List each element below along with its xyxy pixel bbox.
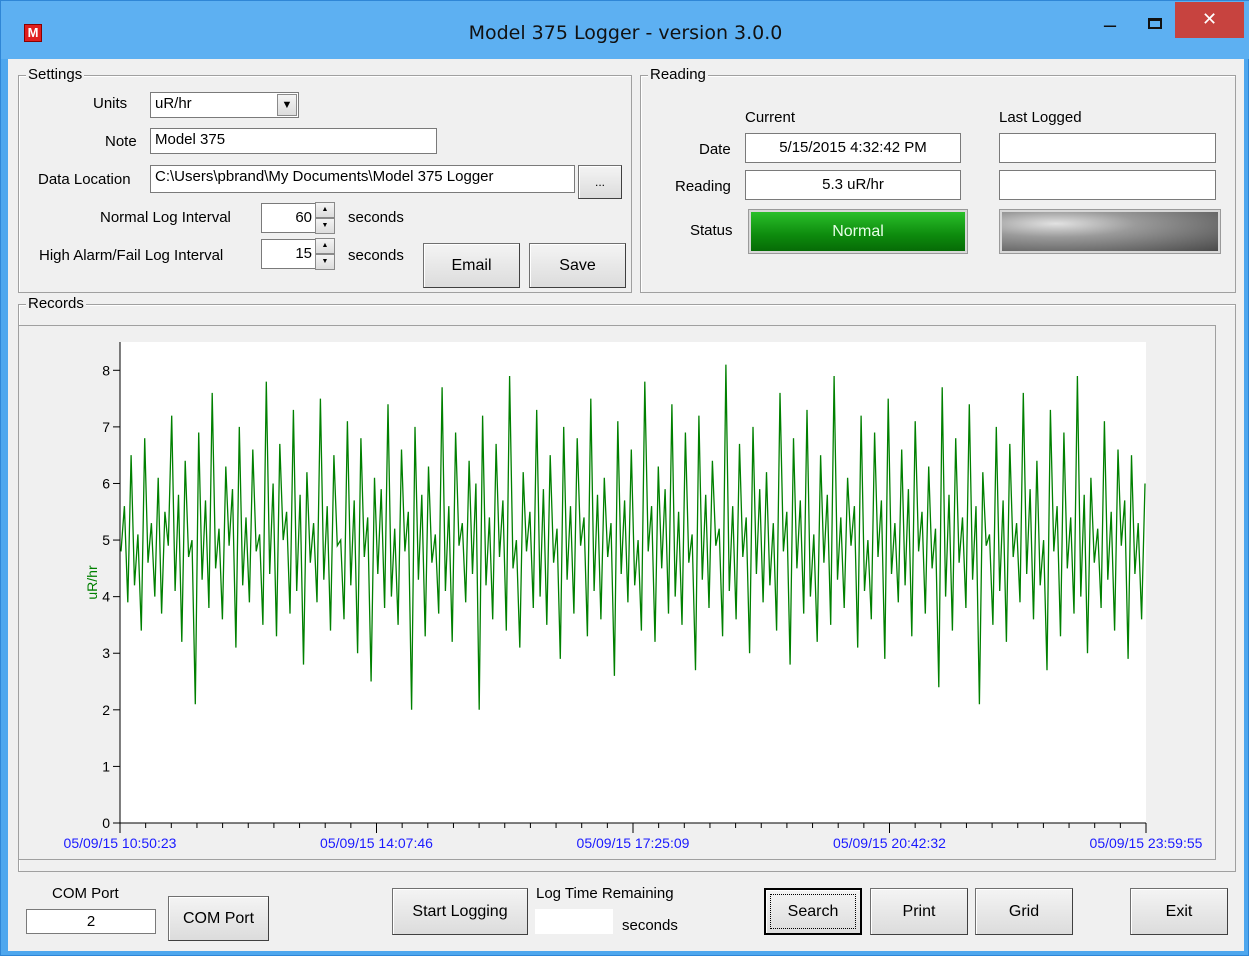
y-axis-label: uR/hr xyxy=(84,565,100,600)
plot-area xyxy=(120,342,1146,823)
grid-button[interactable]: Grid xyxy=(975,888,1073,935)
close-button[interactable]: ✕ xyxy=(1175,2,1244,38)
records-chart[interactable]: 0 1 2 3 4 5 6 7 8 uR/hr 05/09/15 10:50:23 05/09/15 … xyxy=(19,326,1215,859)
reading-label: Reading xyxy=(675,178,731,195)
window-title: Model 375 Logger - version 3.0.0 xyxy=(468,22,783,44)
spin-up-icon[interactable]: ▲ xyxy=(315,238,335,254)
units-value: uR/hr xyxy=(155,95,192,112)
com-port-field[interactable]: 2 xyxy=(26,909,156,934)
y-tick-label: 4 xyxy=(102,589,110,605)
high-interval-spinner[interactable]: ▲ ▼ xyxy=(315,238,335,270)
spin-down-icon[interactable]: ▼ xyxy=(315,254,335,270)
note-input[interactable]: Model 375 xyxy=(150,128,437,154)
last-status-indicator xyxy=(999,209,1221,254)
reading-group: Reading xyxy=(640,67,1236,293)
high-log-interval-input[interactable]: 15 xyxy=(261,239,316,269)
x-tick-label: 05/09/15 23:59:55 xyxy=(1090,835,1203,851)
y-tick-label: 5 xyxy=(102,532,110,548)
print-button[interactable]: Print xyxy=(870,888,968,935)
app-logo-icon: M xyxy=(24,24,42,42)
units-label: Units xyxy=(93,95,128,112)
settings-group: Settings xyxy=(18,67,632,293)
normal-seconds-label: seconds xyxy=(348,209,404,226)
com-port-header: COM Port xyxy=(52,885,119,902)
reading-legend: Reading xyxy=(648,66,708,83)
client-area: Settings Units uR/hr ▼ Note Model 375 Da… xyxy=(8,59,1244,951)
spin-down-icon[interactable]: ▼ xyxy=(315,218,335,234)
current-reading-field: 5.3 uR/hr xyxy=(745,170,961,200)
settings-legend: Settings xyxy=(26,66,85,83)
spin-up-icon[interactable]: ▲ xyxy=(315,202,335,218)
current-date-field: 5/15/2015 4:32:42 PM xyxy=(745,133,961,163)
y-tick-label: 0 xyxy=(102,815,110,831)
com-port-button[interactable]: COM Port xyxy=(168,896,269,941)
log-time-seconds-label: seconds xyxy=(622,917,678,934)
y-tick-label: 1 xyxy=(102,758,110,774)
normal-log-interval-label: Normal Log Interval xyxy=(100,209,231,226)
status-label: Status xyxy=(690,222,733,239)
normal-interval-spinner[interactable]: ▲ ▼ xyxy=(315,202,335,234)
save-button[interactable]: Save xyxy=(529,243,626,288)
x-tick-label: 05/09/15 20:42:32 xyxy=(833,835,946,851)
high-seconds-label: seconds xyxy=(348,247,404,264)
x-tick-label: 05/09/15 17:25:09 xyxy=(577,835,690,851)
records-chart-frame: 0 1 2 3 4 5 6 7 8 uR/hr 05/09/15 10:50:23 05/09/15 … xyxy=(18,325,1216,860)
data-location-input[interactable]: C:\Users\pbrand\My Documents\Model 375 L… xyxy=(150,165,575,193)
current-status-indicator: Normal xyxy=(748,209,968,254)
title-bar[interactable]: M Model 375 Logger - version 3.0.0 – ✕ xyxy=(1,1,1249,59)
data-location-label: Data Location xyxy=(38,171,131,188)
email-button[interactable]: Email xyxy=(423,243,520,288)
y-tick-label: 3 xyxy=(102,645,110,661)
last-logged-header: Last Logged xyxy=(999,109,1082,126)
maximize-icon xyxy=(1148,18,1162,29)
chevron-down-icon[interactable]: ▼ xyxy=(277,94,297,116)
com-port-button-label: COM Port xyxy=(182,909,255,927)
search-button[interactable]: Search xyxy=(764,888,862,935)
y-tick-label: 6 xyxy=(102,475,110,491)
browse-button[interactable]: ... xyxy=(578,165,622,199)
normal-log-interval-input[interactable]: 60 xyxy=(261,203,316,233)
minimize-button[interactable]: – xyxy=(1103,12,1117,37)
log-time-field xyxy=(535,909,613,934)
start-logging-button[interactable]: Start Logging xyxy=(392,888,528,935)
exit-button[interactable]: Exit xyxy=(1130,888,1228,935)
records-legend: Records xyxy=(26,295,86,312)
maximize-button[interactable] xyxy=(1141,13,1169,35)
last-date-field xyxy=(999,133,1216,163)
x-tick-label: 05/09/15 10:50:23 xyxy=(64,835,177,851)
date-label: Date xyxy=(699,141,731,158)
current-header: Current xyxy=(745,109,796,126)
high-log-interval-label: High Alarm/Fail Log Interval xyxy=(39,247,224,264)
units-select[interactable]: uR/hr ▼ xyxy=(150,92,299,118)
last-reading-field xyxy=(999,170,1216,200)
y-tick-label: 7 xyxy=(102,419,110,435)
y-tick-label: 2 xyxy=(102,702,110,718)
note-label: Note xyxy=(105,133,137,150)
y-tick-label: 8 xyxy=(102,362,110,378)
log-time-header: Log Time Remaining xyxy=(536,885,674,902)
x-tick-label: 05/09/15 14:07:46 xyxy=(320,835,433,851)
series-line xyxy=(120,364,1146,710)
